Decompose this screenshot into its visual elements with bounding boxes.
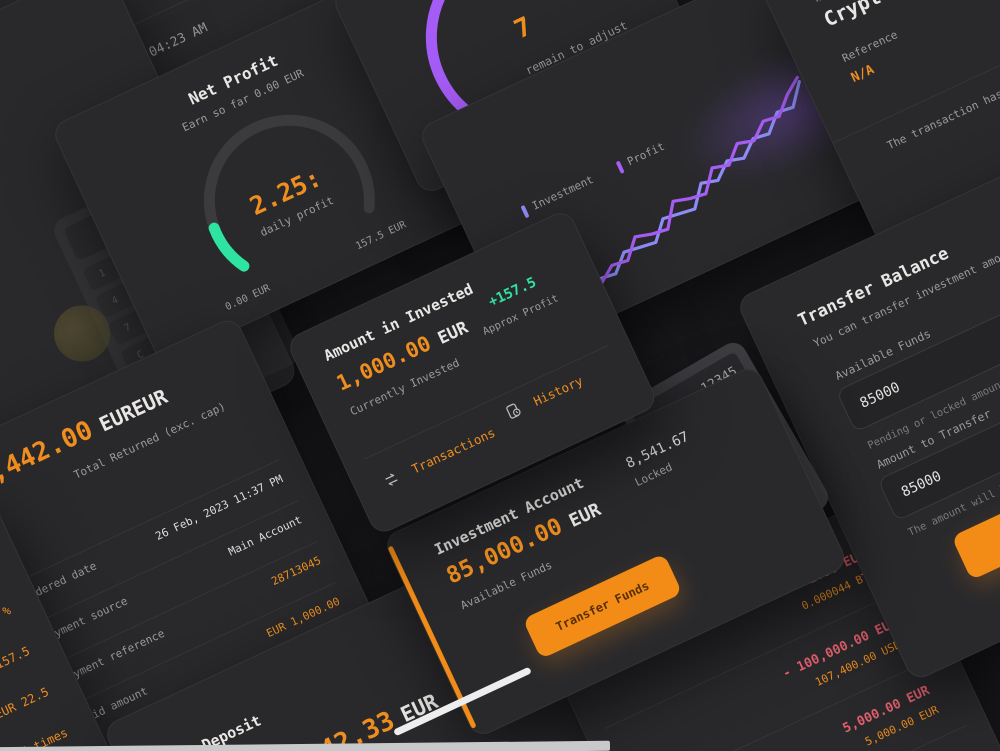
stat-value: %: [0, 603, 13, 619]
transactions-label: Transactions: [409, 424, 498, 477]
stat-value: EUR 22.5: [0, 684, 51, 722]
transactions-icon: [385, 473, 398, 486]
history-label: History: [531, 372, 586, 409]
invested-card: Amount in Invested 1,000.00 EUR Currentl…: [285, 208, 660, 537]
history-icon: [506, 403, 521, 419]
transactions-action[interactable]: Transactions: [379, 422, 498, 491]
reference-value: N/A: [848, 62, 877, 86]
invested-currency: EUR: [434, 317, 472, 349]
investment-account-currency: EUR: [565, 499, 605, 532]
withdraw-note: The transaction has been: [885, 73, 1000, 153]
performance-chart-card: Investment Profit: [417, 0, 952, 358]
total-deposit-value: 12,442.33 EUR: [259, 686, 442, 751]
history-action[interactable]: History: [502, 370, 586, 422]
performance-chart: [588, 75, 801, 302]
net-profit-gauge: [203, 114, 375, 272]
total-returned-amount: 12,442.00: [0, 415, 98, 502]
stat-value: 157.5: [0, 643, 32, 672]
reference-label: Reference: [840, 28, 900, 66]
withdraw-title: Crypto Wallet: [820, 0, 972, 32]
net-profit-card: Net Profit Earn so far 0.00 EUR 2.25: da…: [50, 0, 498, 365]
